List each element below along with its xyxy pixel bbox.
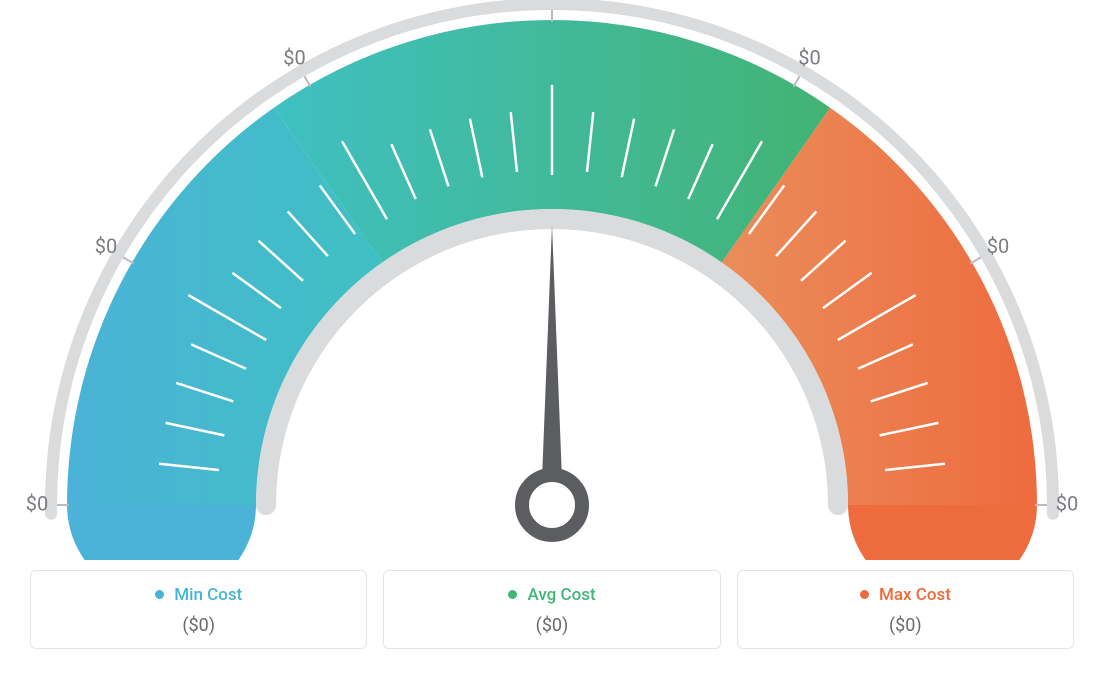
- legend-min-text: Min Cost: [174, 585, 242, 605]
- tick-label: $0: [95, 234, 117, 258]
- gauge-needle: [541, 225, 563, 505]
- legend-min-value: ($0): [31, 615, 366, 636]
- track-tick: [305, 76, 311, 86]
- tick-label: $0: [987, 234, 1009, 258]
- legend-avg-box: Avg Cost ($0): [383, 570, 720, 649]
- legend-max-box: Max Cost ($0): [737, 570, 1074, 649]
- legend-avg-text: Avg Cost: [528, 585, 596, 605]
- dot-max-icon: [860, 590, 869, 599]
- legend-max-label: Max Cost: [738, 585, 1073, 605]
- legend-avg-value: ($0): [384, 615, 719, 636]
- track-tick: [970, 258, 980, 264]
- legend-min-label: Min Cost: [31, 585, 366, 605]
- track-tick: [123, 258, 133, 264]
- legend-max-value: ($0): [738, 615, 1073, 636]
- tick-label: $0: [26, 491, 48, 515]
- cost-gauge-chart: $0$0$0$0$0$0$0: [0, 0, 1104, 560]
- tick-label: $0: [798, 45, 820, 69]
- dot-avg-icon: [508, 590, 517, 599]
- tick-label: $0: [1056, 491, 1078, 515]
- legend-avg-label: Avg Cost: [384, 585, 719, 605]
- legend-max-text: Max Cost: [879, 585, 951, 605]
- legend-row: Min Cost ($0) Avg Cost ($0) Max Cost ($0…: [0, 570, 1104, 649]
- track-tick: [794, 76, 800, 86]
- tick-label: $0: [283, 45, 305, 69]
- gauge-svg: $0$0$0$0$0$0$0: [0, 0, 1104, 560]
- gauge-hub: [522, 475, 582, 535]
- legend-min-box: Min Cost ($0): [30, 570, 367, 649]
- dot-min-icon: [155, 590, 164, 599]
